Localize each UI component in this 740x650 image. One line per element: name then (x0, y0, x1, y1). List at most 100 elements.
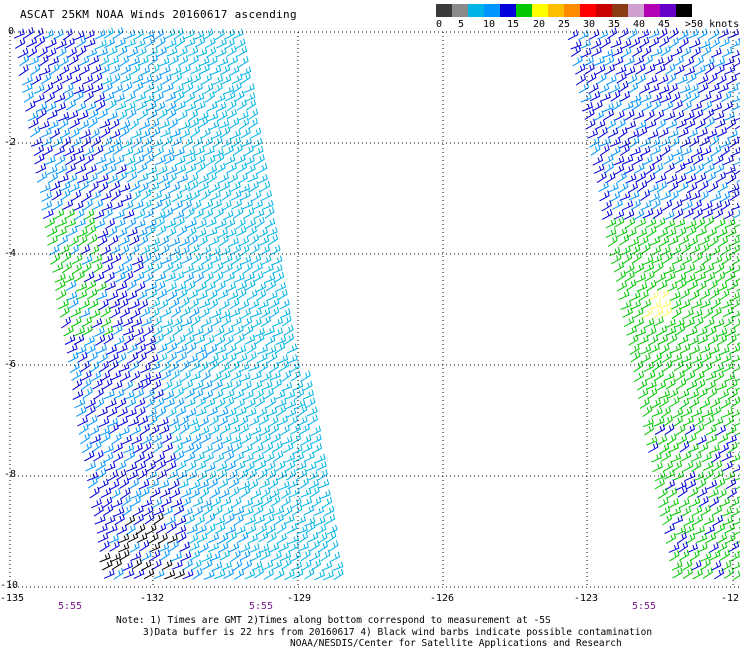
wind-barb-2168 (710, 560, 722, 571)
wind-barb-703 (188, 298, 199, 310)
wind-barb-1329 (326, 531, 337, 543)
wind-barb-1556 (680, 91, 692, 104)
wind-barb-311 (153, 146, 164, 158)
wind-barb-1371 (270, 551, 282, 562)
wind-barb-1174 (207, 478, 218, 490)
wind-barb-436 (261, 190, 273, 201)
wind-barb-1230 (291, 497, 302, 509)
wind-barb-682 (207, 289, 218, 301)
wind-barb-688 (266, 290, 278, 301)
wind-barb-1304 (315, 524, 327, 535)
wind-barb-1510 (724, 64, 736, 75)
wind-barb-1118 (126, 462, 138, 472)
wind-barb-1042 (80, 432, 90, 445)
wind-barb-2091 (654, 478, 665, 490)
wind-barb-2002 (727, 388, 738, 400)
wind-barb-913 (221, 380, 233, 391)
wind-barb-69 (19, 54, 30, 67)
wind-barb-32 (104, 37, 115, 49)
wind-barb-1447 (600, 36, 611, 49)
wind-barb-989 (266, 407, 278, 417)
wind-barb-701 (169, 297, 180, 310)
wind-barb-1600 (645, 119, 657, 129)
wind-barb-1971 (633, 370, 645, 383)
wind-barb-2057 (679, 440, 690, 453)
wind-barb-266 (159, 127, 171, 138)
wind-barb-1153 (237, 468, 249, 480)
wind-barb-176 (174, 90, 185, 103)
wind-barb-731 (240, 307, 251, 319)
wind-barb-1015 (287, 415, 298, 427)
wind-barb-1325 (288, 534, 300, 545)
wind-barb-809 (106, 344, 118, 355)
wind-barb-904 (132, 380, 144, 391)
wind-barb-1848 (704, 271, 716, 283)
wind-barb-2059 (697, 442, 709, 454)
wind-barb-919 (281, 381, 293, 392)
wind-barb-1678 (664, 162, 675, 174)
wind-barb-1655 (730, 146, 740, 157)
wind-barb-1525 (707, 72, 718, 85)
wind-barb-733 (259, 307, 271, 319)
wind-barb-1810 (709, 245, 721, 257)
wind-barb-1793 (678, 235, 690, 246)
wind-barb-2012 (720, 398, 731, 409)
wind-barb-580 (102, 254, 113, 264)
wind-barb-837 (156, 352, 168, 364)
wind-barb-1589 (692, 109, 704, 120)
wind-barb-1029 (189, 423, 201, 435)
wind-barb-1851 (735, 272, 740, 283)
y-tick-minus-8: -8 (4, 469, 17, 480)
wind-barb-1975 (674, 369, 685, 382)
wind-barb-599 (61, 261, 72, 274)
wind-barb-325 (65, 154, 76, 166)
wind-barb-2106 (716, 488, 727, 500)
wind-barb-576 (61, 251, 72, 264)
wind-barb-2064 (650, 452, 662, 463)
wind-barb-1871 (679, 288, 690, 300)
wind-barb-1956 (701, 351, 712, 364)
wind-barb-1285 (125, 523, 136, 536)
wind-barb-2024 (642, 417, 654, 428)
wind-barb-410 (230, 181, 241, 192)
wind-barb-152 (162, 82, 174, 93)
wind-barb-2083 (664, 469, 675, 480)
wind-barb-921 (302, 380, 313, 392)
wind-barb-407 (198, 181, 209, 193)
wind-barb-936 (212, 389, 224, 401)
wind-barb-169 (103, 91, 115, 102)
wind-barb-268 (179, 128, 191, 140)
wind-barb-1795 (699, 235, 710, 246)
wind-barb-1982 (637, 379, 648, 391)
wind-barb-159 (231, 81, 242, 94)
wind-barb-1920 (686, 326, 698, 337)
wind-barb-1921 (696, 326, 708, 337)
wind-barb-354 (125, 164, 137, 175)
wind-barb-1079 (212, 442, 224, 453)
wind-barb-1487 (662, 54, 673, 67)
wind-barb-1105 (233, 451, 244, 463)
wind-barb-1791 (658, 235, 670, 247)
wind-barb-1732 (622, 200, 634, 211)
wind-barb-1410 (182, 569, 194, 580)
wind-barb-1340 (198, 542, 209, 554)
wind-barb-2116 (728, 497, 740, 509)
wind-barb-479 (233, 207, 244, 219)
wind-barb-785 (95, 334, 106, 346)
wind-barb-497 (185, 218, 197, 229)
wind-barb-400 (129, 181, 141, 192)
wind-barb-1899 (711, 307, 722, 319)
wind-barb-1400 (321, 561, 333, 572)
wind-barb-1303 (305, 522, 316, 534)
wind-barb-1436 (668, 27, 679, 40)
wind-barb-531 (68, 235, 79, 247)
wind-barb-107 (170, 65, 182, 76)
wind-barb-1468 (641, 45, 652, 58)
wind-barb-885 (180, 370, 191, 382)
wind-barb-1529 (578, 82, 590, 94)
wind-barb-632 (164, 272, 176, 282)
wind-barb-1147 (176, 469, 188, 480)
wind-barb-831 (97, 352, 108, 364)
wind-barb-1423 (314, 570, 326, 581)
wind-barb-1119 (135, 461, 147, 472)
